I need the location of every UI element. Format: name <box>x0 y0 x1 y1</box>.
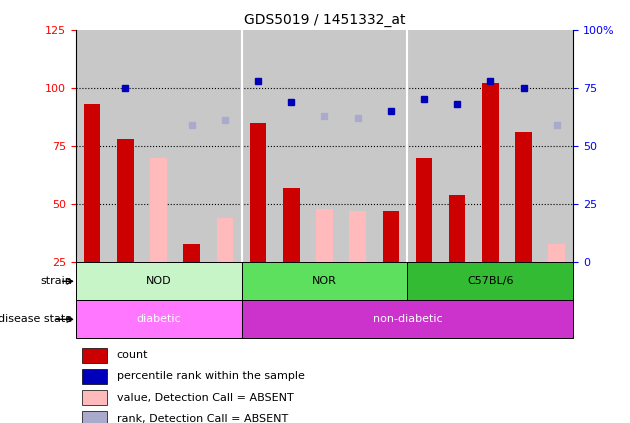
Text: NOR: NOR <box>312 276 337 286</box>
Bar <box>283 188 300 262</box>
Bar <box>249 123 266 262</box>
Bar <box>349 211 366 262</box>
Text: count: count <box>117 350 148 360</box>
Text: diabetic: diabetic <box>136 314 181 324</box>
Text: NOD: NOD <box>146 276 171 286</box>
Text: C57BL/6: C57BL/6 <box>467 276 513 286</box>
Text: rank, Detection Call = ABSENT: rank, Detection Call = ABSENT <box>117 414 288 423</box>
Bar <box>76 300 241 338</box>
Bar <box>82 411 107 423</box>
Bar <box>82 369 107 384</box>
Text: percentile rank within the sample: percentile rank within the sample <box>117 371 304 382</box>
Bar <box>84 104 101 262</box>
Text: non-diabetic: non-diabetic <box>372 314 442 324</box>
Bar <box>217 218 233 262</box>
Bar <box>449 195 466 262</box>
Bar <box>241 262 408 300</box>
Bar <box>82 348 107 363</box>
Bar <box>117 139 134 262</box>
Bar <box>150 157 167 262</box>
Bar <box>416 157 432 262</box>
Bar <box>316 209 333 262</box>
Bar <box>76 262 241 300</box>
Bar <box>548 244 565 262</box>
Title: GDS5019 / 1451332_at: GDS5019 / 1451332_at <box>244 13 405 27</box>
Bar <box>183 244 200 262</box>
Bar <box>82 390 107 405</box>
Bar <box>408 262 573 300</box>
Bar <box>515 132 532 262</box>
Bar <box>482 83 499 262</box>
Text: strain: strain <box>40 276 72 286</box>
Bar <box>382 211 399 262</box>
Bar <box>241 300 573 338</box>
Text: disease state: disease state <box>0 314 72 324</box>
Text: value, Detection Call = ABSENT: value, Detection Call = ABSENT <box>117 393 294 403</box>
